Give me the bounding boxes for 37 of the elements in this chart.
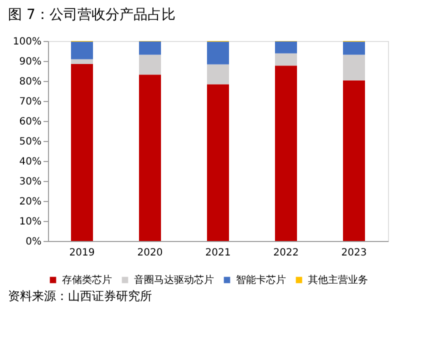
bar xyxy=(275,66,297,241)
y-tick-label: 100% xyxy=(12,36,42,48)
y-tick-label: 0% xyxy=(26,236,42,248)
legend-label: 其他主营业务 xyxy=(308,274,368,286)
bar xyxy=(343,80,365,241)
bar xyxy=(139,41,161,55)
x-tick-label: 2021 xyxy=(205,248,231,258)
chart-title: 图 7：公司营收分产品占比 xyxy=(8,7,176,23)
y-tick-label: 10% xyxy=(19,216,42,228)
text: 资料来源：山西证券研究所 xyxy=(8,289,152,303)
bar xyxy=(343,54,365,80)
y-tick-label: 60% xyxy=(19,116,42,128)
y-tick-label: 50% xyxy=(19,136,42,148)
bar xyxy=(139,54,161,75)
y-tick-label: 80% xyxy=(19,76,42,88)
legend-label: 智能卡芯片 xyxy=(236,274,286,286)
x-tick-label: 2023 xyxy=(341,248,367,258)
bar xyxy=(275,41,297,54)
y-tick-label: 90% xyxy=(19,56,42,68)
y-tick-label: 70% xyxy=(19,96,42,108)
x-tick-label: 2022 xyxy=(273,248,299,258)
bar xyxy=(71,64,93,241)
bar xyxy=(71,59,93,64)
legend-label: 存储类芯片 xyxy=(62,274,112,286)
bar xyxy=(207,42,229,64)
y-tick-label: 40% xyxy=(19,156,42,168)
bar xyxy=(71,42,93,60)
x-tick-label: 2020 xyxy=(137,248,163,258)
x-tick-label: 2019 xyxy=(69,248,95,258)
y-tick-label: 30% xyxy=(19,176,42,188)
bar xyxy=(207,64,229,84)
bar xyxy=(207,84,229,241)
bar xyxy=(343,42,365,55)
legend-label: 音圈马达驱动芯片 xyxy=(134,274,214,286)
bar xyxy=(139,74,161,241)
y-tick-label: 20% xyxy=(19,196,42,208)
bar xyxy=(275,53,297,66)
